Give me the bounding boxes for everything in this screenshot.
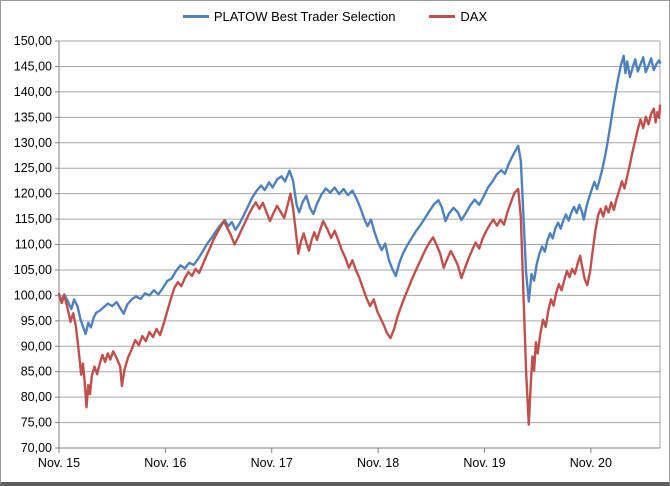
series-line-swatch-platow xyxy=(182,15,209,18)
x-tick-label: Nov. 20 xyxy=(570,456,612,470)
series-line-swatch-dax xyxy=(429,15,456,18)
x-tick-label: Nov. 19 xyxy=(463,456,505,470)
y-tick-label: 95,00 xyxy=(21,314,52,328)
y-tick-label: 105,00 xyxy=(14,263,52,277)
legend-label-platow: PLATOW Best Trader Selection xyxy=(213,9,396,24)
y-tick-label: 100,00 xyxy=(14,288,52,302)
chart-legend: PLATOW Best Trader Selection DAX xyxy=(1,9,669,24)
series-line-platow xyxy=(57,54,662,336)
y-tick-label: 80,00 xyxy=(21,390,52,404)
legend-label-dax: DAX xyxy=(460,9,488,24)
y-tick-label: 75,00 xyxy=(21,416,52,430)
y-tick-label: 135,00 xyxy=(14,110,52,124)
x-tick-label: Nov. 16 xyxy=(144,456,186,470)
y-tick-label: 70,00 xyxy=(21,441,52,455)
legend-item-platow[interactable]: PLATOW Best Trader Selection xyxy=(182,9,396,24)
y-tick-label: 150,00 xyxy=(14,34,52,48)
y-tick-label: 90,00 xyxy=(21,339,52,353)
y-tick-label: 130,00 xyxy=(14,136,52,150)
plot-area: 150,00 145,00 140,00 135,00 130,00 125,00 120,… xyxy=(14,34,662,470)
y-tick-label: 140,00 xyxy=(14,85,52,99)
y-tick-label: 85,00 xyxy=(21,365,52,379)
y-tick-label: 145,00 xyxy=(14,59,52,73)
y-tick-label: 120,00 xyxy=(14,187,52,201)
series-line-dax xyxy=(57,104,662,426)
x-tick-label: Nov. 15 xyxy=(38,456,80,470)
legend-item-dax[interactable]: DAX xyxy=(429,9,487,24)
x-tick-label: Nov. 17 xyxy=(251,456,293,470)
y-tick-label: 110,00 xyxy=(15,238,52,252)
x-tick-label: Nov. 18 xyxy=(357,456,399,470)
y-tick-label: 125,00 xyxy=(14,161,52,175)
y-tick-label: 115,00 xyxy=(15,212,52,226)
